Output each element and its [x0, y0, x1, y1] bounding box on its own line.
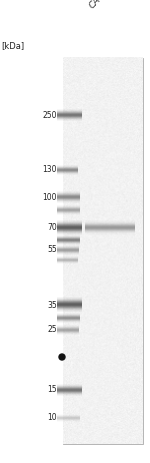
Text: 70: 70: [47, 224, 57, 232]
Text: CACO-2: CACO-2: [88, 0, 118, 10]
Text: 35: 35: [47, 300, 57, 309]
Text: 100: 100: [42, 193, 57, 201]
Text: 10: 10: [47, 413, 57, 423]
Text: 55: 55: [47, 245, 57, 255]
Bar: [63, 58, 142, 444]
Text: 130: 130: [42, 165, 57, 175]
Circle shape: [59, 354, 65, 360]
Text: [kDa]: [kDa]: [2, 41, 25, 50]
Text: 15: 15: [47, 386, 57, 394]
Text: 25: 25: [47, 325, 57, 334]
Text: 250: 250: [42, 111, 57, 119]
